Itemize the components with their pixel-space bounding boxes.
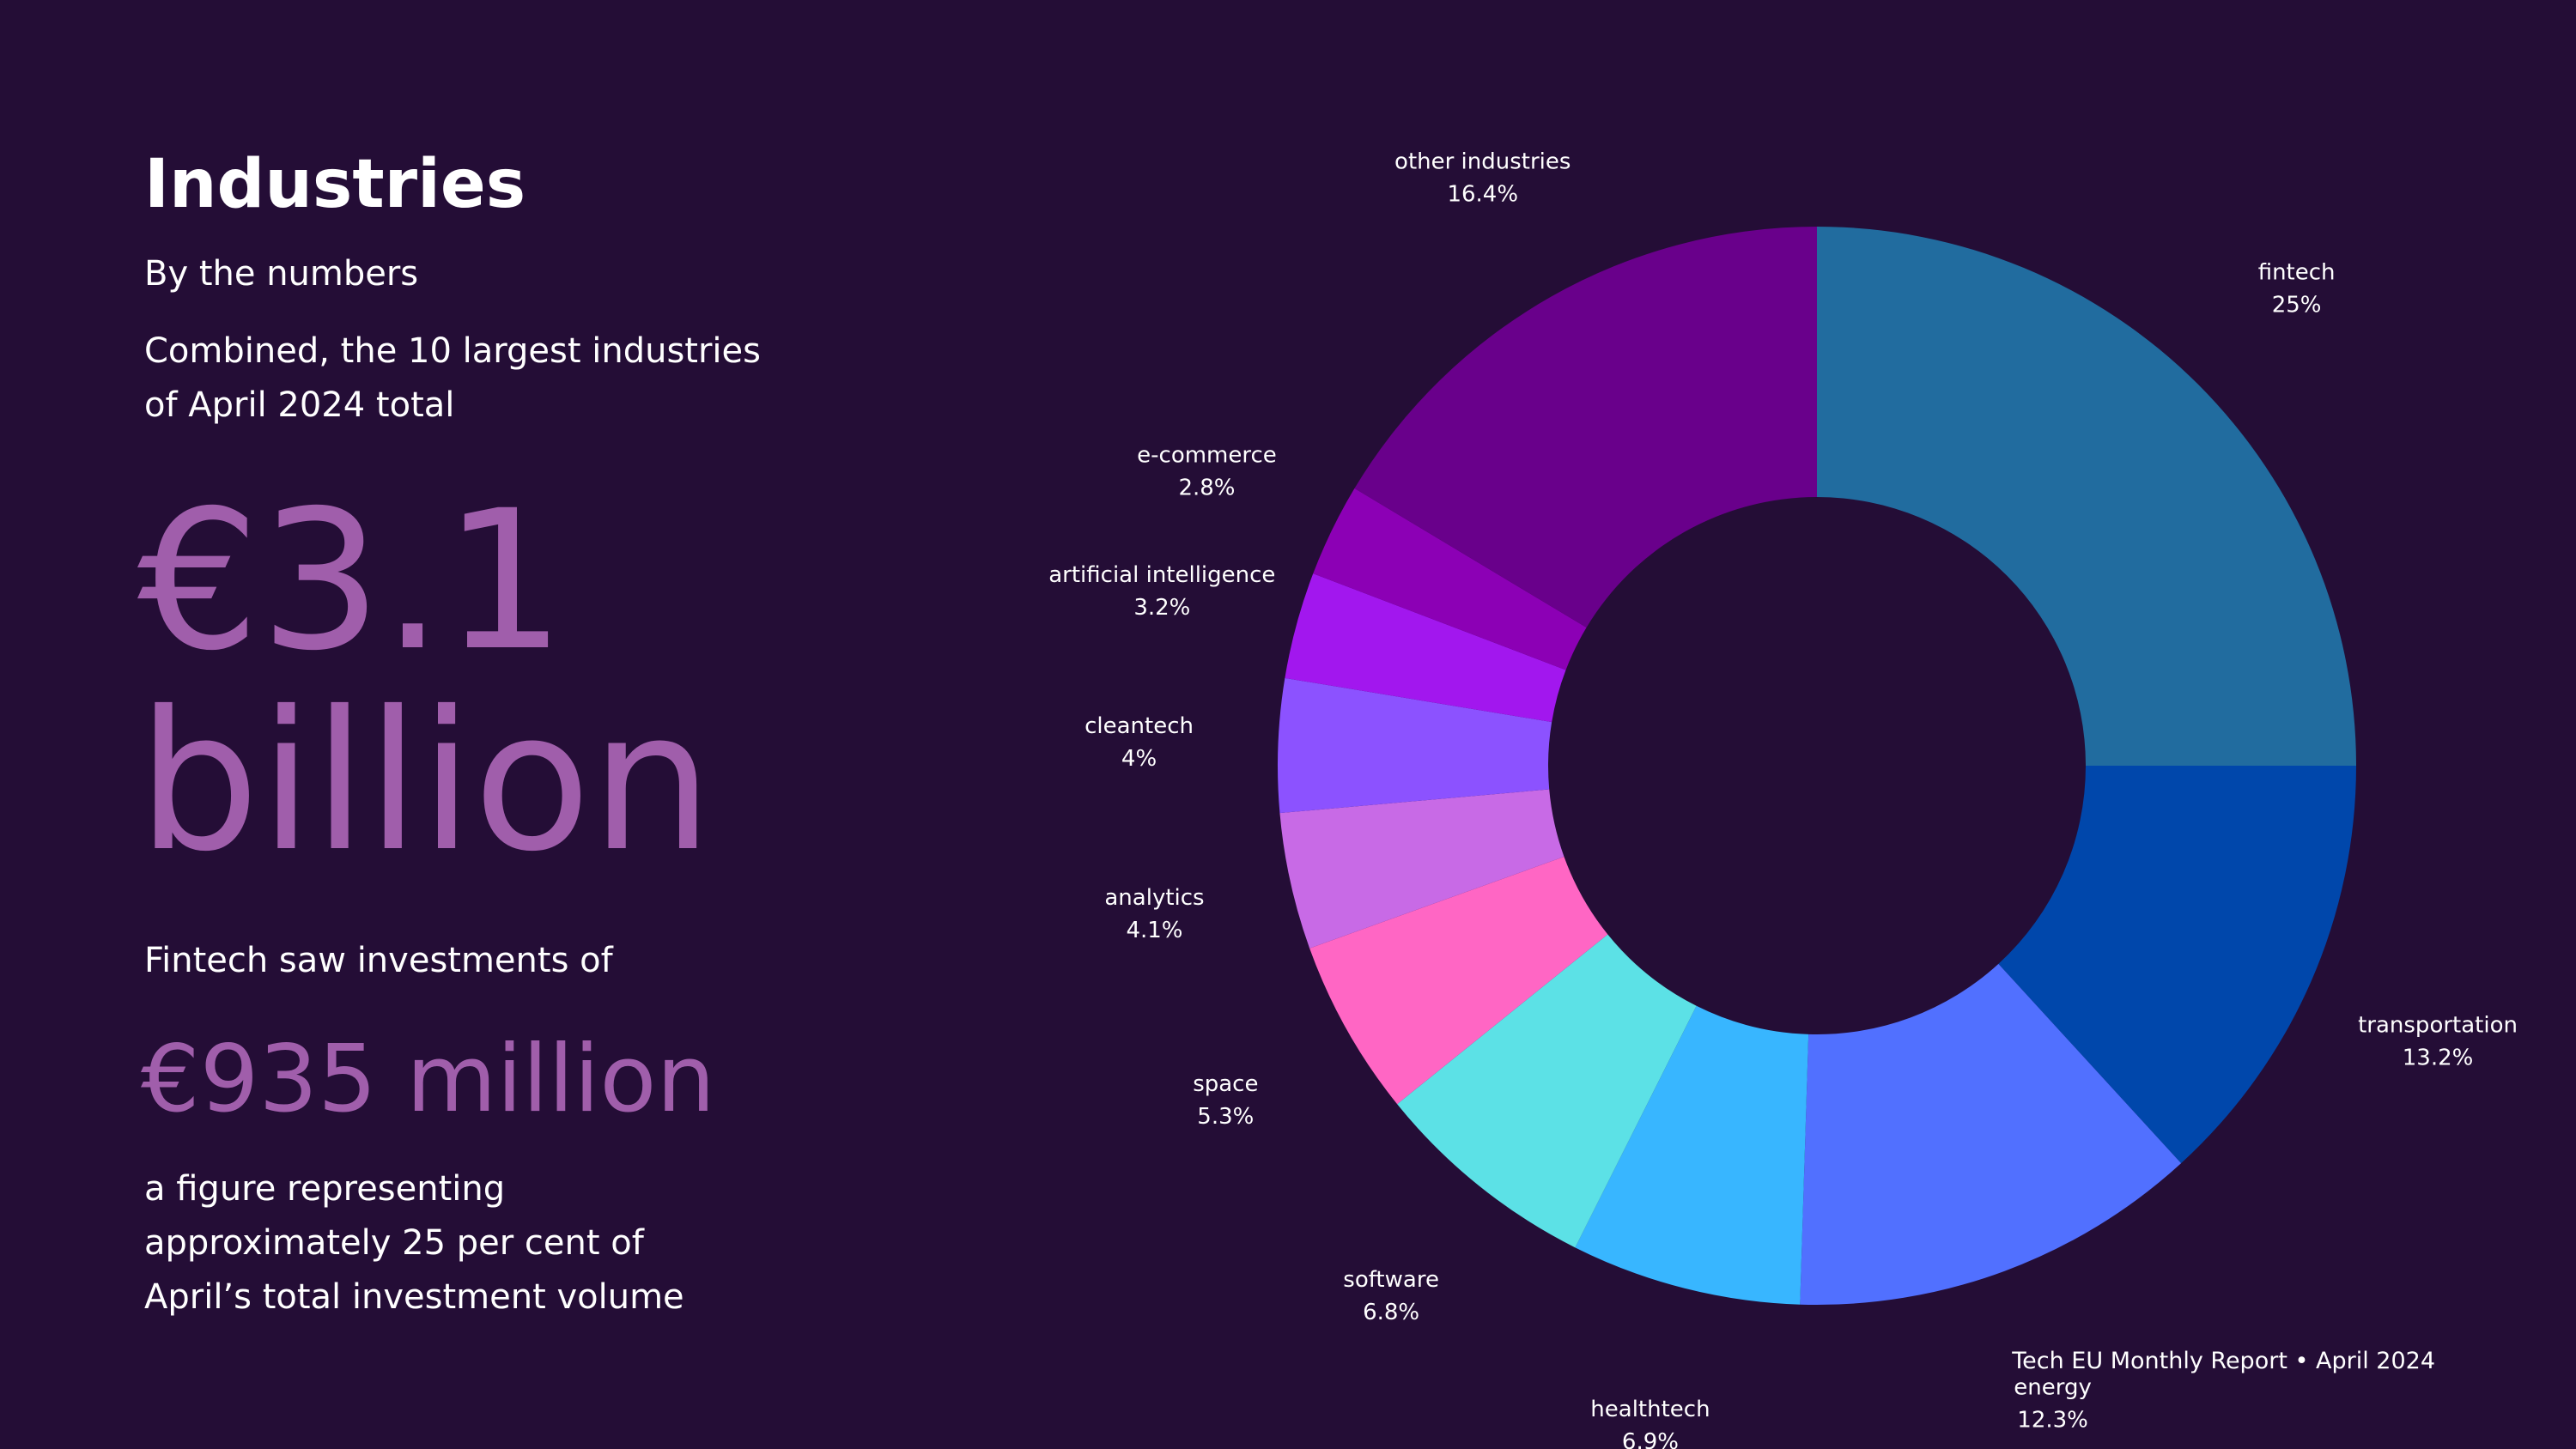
slice-other-industries [1354,227,1817,627]
donut-slices [1278,227,2356,1305]
slice-label-e-commerce: e-commerce 2.8% [1137,443,1277,501]
slice-label-healthtech: healthtech 6.9% [1590,1397,1710,1449]
slice-label-artificial-intelligence: artificial intelligence 3.2% [1048,562,1275,621]
slice-labels: fintech 25% transportation 13.2% energy 12.3%… [1048,149,2518,1449]
combined-text: Combined, the 10 largest industries of A… [144,331,761,425]
page-subtitle: By the numbers [144,254,419,294]
slice-energy [1800,963,2182,1305]
slice-healthtech [1575,1005,1809,1305]
slice-analytics [1279,789,1564,949]
slice-space [1309,857,1608,1105]
slice-cleantech [1278,677,1552,814]
slice-label-transportation: transportation 13.2% [2358,1012,2518,1070]
slice-label-other-industries: other industries 16.4% [1394,149,1571,208]
slice-e-commerce [1313,488,1587,670]
slice-transportation [1998,766,2356,1164]
slice-label-energy: energy 12.3% [2014,1375,2092,1434]
slice-software [1397,934,1697,1248]
fintech-amount: €935 million [141,1026,715,1133]
fintech-lead-text: Fintech saw investments of [144,941,613,980]
slice-label-software: software 6.8% [1343,1267,1439,1325]
slice-artificial-intelligence [1285,573,1566,723]
slice-label-analytics: analytics 4.1% [1104,885,1204,943]
figure-note: a figure representing approximately 25 p… [144,1169,684,1317]
report-footer: Tech EU Monthly Report • April 2024 [2012,1348,2435,1374]
slice-label-cleantech: cleantech 4% [1084,713,1194,772]
slice-label-space: space 5.3% [1193,1071,1258,1130]
page-title: Industries [144,146,526,223]
slice-label-fintech: fintech 25% [2258,259,2336,318]
slice-fintech [1817,227,2356,766]
total-value: €3.1 billion [137,469,714,894]
